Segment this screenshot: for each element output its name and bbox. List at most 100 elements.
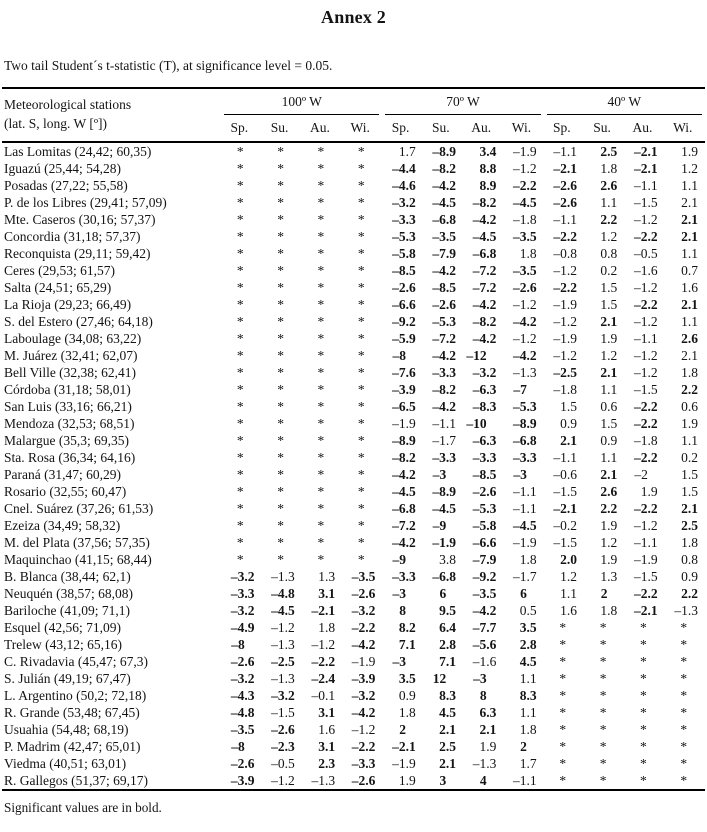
station-name: Iguazú (25,44; 54,28): [4, 161, 121, 176]
t-statistic-cell: 1.1: [560, 586, 577, 601]
t-statistic-cell: 2.2: [600, 501, 618, 516]
not-significant-cell: *: [236, 399, 244, 414]
not-significant-cell: *: [317, 195, 325, 210]
t-statistic-cell: –8.2: [432, 382, 456, 397]
not-significant-cell: *: [640, 671, 647, 686]
not-significant-cell: *: [277, 501, 284, 516]
t-statistic-cell: 1.5: [681, 484, 698, 499]
station-name: Salta (24,51; 65,29): [4, 280, 112, 295]
t-statistic-cell: –2.6: [230, 756, 255, 771]
t-statistic-cell: –1.1: [633, 178, 658, 193]
t-statistic-cell: –7.2: [472, 263, 497, 278]
not-significant-cell: *: [357, 195, 365, 210]
t-statistic-cell: –6.8: [432, 569, 456, 584]
t-statistic-cell: –6.8: [432, 212, 456, 227]
station-name: Ezeiza (34,49; 58,32): [4, 518, 121, 533]
t-statistic-cell: –4.9: [230, 620, 255, 635]
not-significant-cell: *: [317, 484, 325, 499]
t-statistic-cell: –4.2: [432, 399, 456, 414]
t-statistic-cell: –2.5: [271, 654, 295, 669]
table-footnote: Significant values are in bold.: [4, 800, 162, 815]
t-statistic-cell: –8.9: [513, 416, 537, 431]
stations-column-header-line1: Meteorological stations: [4, 97, 132, 112]
t-statistic-cell: –1.7: [513, 569, 537, 584]
t-statistic-cell: –1.9: [513, 535, 537, 550]
t-statistic-cell: 1.8: [398, 705, 416, 720]
not-significant-cell: *: [277, 178, 284, 193]
t-statistic-cell: –3.9: [392, 382, 416, 397]
season-col-header-autumn-40w: Au.: [624, 115, 665, 143]
season-col-header-summer-40w: Su.: [583, 115, 625, 143]
table-row: Paraná (31,47; 60,29) * * * * –4.2 –3 –8.5 –3 –0.…: [2, 466, 705, 483]
t-statistic-cell: –8: [231, 739, 245, 754]
longitude-group-70w: 70º W: [382, 88, 543, 115]
longitude-group-40w-label: 40º W: [546, 94, 702, 115]
t-statistic-cell: 2: [520, 739, 527, 754]
table-row: Sta. Rosa (36,34; 64,16) * * * * –8.2 –3.3 –3.3…: [2, 449, 705, 466]
not-significant-cell: *: [236, 280, 244, 295]
table-row: La Rioja (29,23; 66,49) * * * * –6.6 –2.6 –4.2 –…: [2, 296, 705, 313]
t-statistic-cell: 1.5: [600, 280, 618, 295]
t-statistic-cell: 3.1: [318, 739, 336, 754]
t-statistic-cell: –8.2: [432, 161, 456, 176]
table-row: San Luis (33,16; 66,21) * * * * –6.5 –4.2 –8.3 –…: [2, 398, 705, 415]
not-significant-cell: *: [357, 144, 365, 159]
t-statistic-cell: –3.2: [271, 688, 295, 703]
not-significant-cell: *: [277, 382, 284, 397]
t-statistic-cell: –2.1: [553, 501, 577, 516]
not-significant-cell: *: [317, 399, 325, 414]
t-statistic-cell: –1.2: [633, 365, 658, 380]
t-statistic-cell: –5.8: [472, 518, 497, 533]
t-statistic-cell: 1.1: [681, 433, 698, 448]
table-row: Salta (24,51; 65,29) * * * * –2.6 –8.5 –7.2 –2.6…: [2, 279, 705, 296]
not-significant-cell: *: [640, 756, 647, 771]
t-statistic-cell: –4.5: [513, 518, 537, 533]
station-name: San Luis (33,16; 66,21): [4, 399, 132, 414]
t-statistic-cell: –6.5: [392, 399, 416, 414]
t-statistic-cell: –7.7: [472, 620, 497, 635]
t-statistic-cell: –2.6: [230, 654, 255, 669]
not-significant-cell: *: [236, 535, 244, 550]
t-statistic-cell: 1.8: [600, 161, 618, 176]
t-statistic-cell: 1.9: [600, 552, 618, 567]
not-significant-cell: *: [640, 705, 647, 720]
t-statistic-cell: –1.2: [553, 314, 577, 329]
t-statistic-cell: 2.1: [681, 348, 698, 363]
not-significant-cell: *: [357, 229, 365, 244]
t-statistic-cell: –2.6: [553, 178, 577, 193]
t-statistic-cell: –1.1: [553, 212, 577, 227]
t-statistic-cell: 3.1: [318, 586, 336, 601]
not-significant-cell: *: [317, 331, 325, 346]
station-name: Esquel (42,56; 71,09): [4, 620, 121, 635]
t-statistic-cell: 2.1: [600, 314, 618, 329]
table-row: Bell Ville (32,38; 62,41) * * * * –7.6 –3.3 –3.…: [2, 364, 705, 381]
t-statistic-cell: –1.2: [633, 212, 658, 227]
t-statistic-cell: 1.8: [600, 603, 618, 618]
not-significant-cell: *: [357, 297, 365, 312]
t-statistic-cell: 0.9: [398, 688, 416, 703]
t-statistic-cell: –2.2: [311, 654, 336, 669]
t-statistic-cell: –4.4: [392, 161, 416, 176]
station-name: Mte. Caseros (30,16; 57,37): [4, 212, 156, 227]
t-statistic-cell: 0.6: [681, 399, 698, 414]
t-statistic-cell: –0.5: [271, 756, 295, 771]
t-statistic-cell: –3.2: [351, 688, 376, 703]
not-significant-cell: *: [640, 620, 647, 635]
not-significant-cell: *: [599, 671, 607, 686]
t-statistic-cell: 4: [479, 773, 487, 788]
t-statistic-cell: –2.2: [633, 229, 658, 244]
t-statistic-cell: –2.1: [633, 161, 658, 176]
t-statistic-cell: –0.8: [553, 246, 577, 261]
t-statistic-cell: 1.6: [560, 603, 577, 618]
t-statistic-cell: –4.2: [472, 297, 497, 312]
not-significant-cell: *: [277, 331, 284, 346]
not-significant-cell: *: [357, 416, 365, 431]
not-significant-cell: *: [236, 382, 244, 397]
t-statistic-cell: –1.6: [472, 654, 497, 669]
t-statistic-cell: –4.3: [230, 688, 255, 703]
t-statistic-cell: 3.5: [519, 620, 537, 635]
t-statistic-cell: –0.6: [553, 467, 577, 482]
t-statistic-cell: 9.5: [439, 603, 456, 618]
not-significant-cell: *: [680, 756, 688, 771]
t-statistic-cell: 1.3: [318, 569, 336, 584]
